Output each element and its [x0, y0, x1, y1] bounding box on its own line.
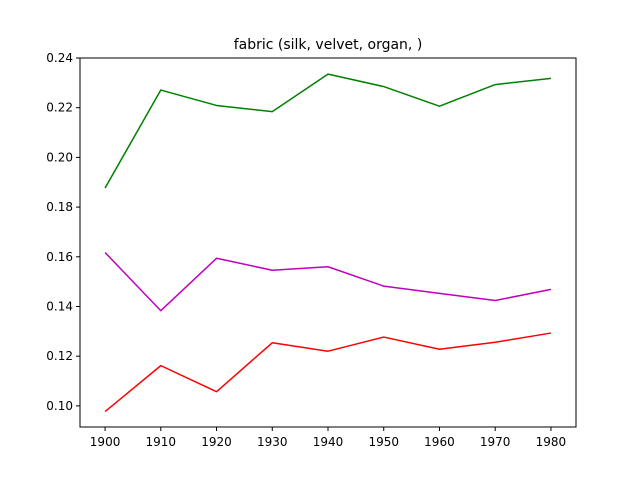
x-axis: 1900 1910 1920 1930 1940 1950 1960 1970 1980 — [90, 427, 566, 449]
y-tick-label: 0.12 — [46, 349, 73, 363]
y-axis: 0.10 0.12 0.14 0.16 0.18 0.20 0.22 0.24 — [46, 51, 80, 413]
series-line-3 — [104, 332, 552, 413]
x-tick-label: 1970 — [480, 435, 511, 449]
x-tick-label: 1910 — [146, 435, 177, 449]
x-tick-label: 1920 — [201, 435, 232, 449]
x-tick-label: 1930 — [257, 435, 288, 449]
y-tick-label: 0.10 — [46, 399, 73, 413]
chart-title: fabric (silk, velvet, organ, ) — [234, 37, 423, 53]
x-tick-label: 1960 — [424, 435, 455, 449]
y-tick-label: 0.16 — [46, 250, 73, 264]
y-tick-label: 0.18 — [46, 200, 73, 214]
y-tick-label: 0.14 — [46, 299, 73, 313]
x-tick-label: 1940 — [313, 435, 344, 449]
series-layer — [104, 73, 552, 413]
x-tick-label: 1900 — [90, 435, 121, 449]
x-tick-label: 1980 — [536, 435, 567, 449]
series-line-1 — [104, 73, 552, 189]
plot-area-frame — [79, 57, 577, 428]
x-tick-label: 1950 — [368, 435, 399, 449]
series-line-2 — [104, 252, 552, 312]
y-tick-label: 0.22 — [46, 101, 73, 115]
y-tick-label: 0.24 — [46, 51, 73, 65]
y-tick-label: 0.20 — [46, 150, 73, 164]
